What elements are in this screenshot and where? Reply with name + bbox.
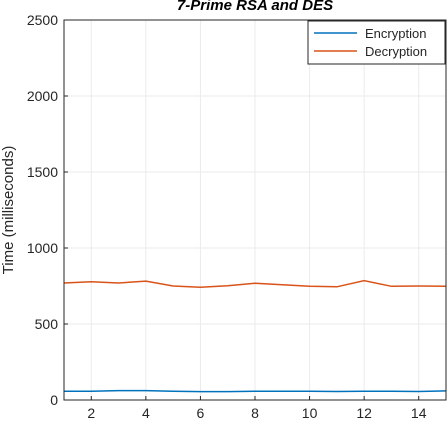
y-tick-label: 2000 <box>27 88 58 104</box>
x-tick-label: 6 <box>197 405 205 421</box>
chart-title: 7-Prime RSA and DES <box>177 0 333 14</box>
y-tick-label: 0 <box>50 392 58 408</box>
y-tick-labels: 0 500 1000 1500 2000 2500 <box>27 12 58 408</box>
legend: Encryption Decryption <box>307 20 446 65</box>
x-tick-labels: 2 4 6 8 10 12 14 <box>87 405 426 421</box>
series-line-decryption <box>63 279 447 288</box>
grid-lines <box>64 19 446 401</box>
y-tick-label: 1500 <box>27 164 58 180</box>
x-tick-label: 14 <box>411 405 427 421</box>
y-tick-label: 500 <box>35 316 59 332</box>
y-tick-label: 1000 <box>27 240 58 256</box>
x-tick-label: 2 <box>87 405 95 421</box>
y-axis-title: Time (milliseconds) <box>0 146 17 275</box>
plot-frame <box>63 19 447 401</box>
series-line-encryption <box>64 389 447 393</box>
legend-box <box>307 20 446 65</box>
x-tick-label: 10 <box>302 405 318 421</box>
x-tick-label: 8 <box>251 405 259 421</box>
legend-label-encryption: Encryption <box>365 26 426 41</box>
legend-label-decryption: Decryption <box>365 44 427 59</box>
data-series <box>63 279 447 393</box>
y-tick-label: 2500 <box>27 12 58 28</box>
x-tick-label: 12 <box>356 405 372 421</box>
x-tick-label: 4 <box>142 405 150 421</box>
